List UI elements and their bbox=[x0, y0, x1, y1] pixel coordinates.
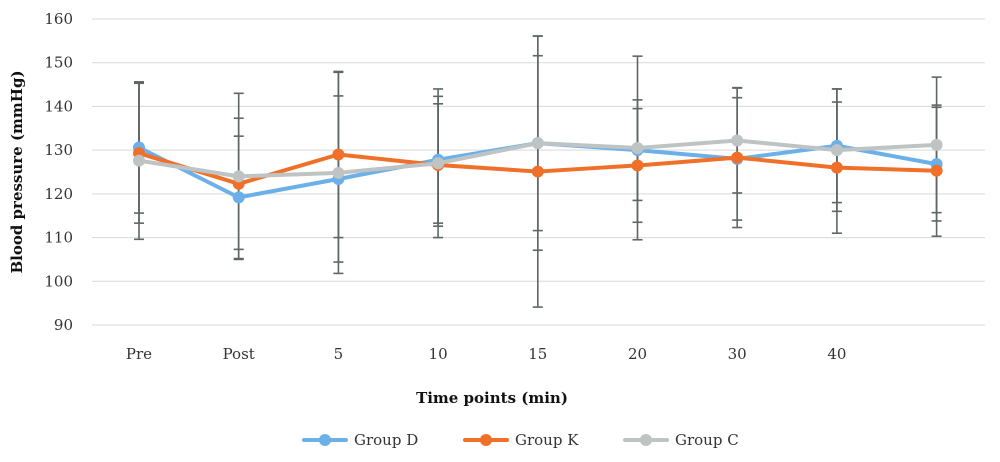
series-lines bbox=[133, 134, 943, 204]
y-tick-label: 140 bbox=[44, 97, 73, 115]
legend-item-group-k: Group K bbox=[463, 431, 579, 449]
x-tick-label: 40 bbox=[827, 345, 846, 363]
y-tick-label: 100 bbox=[44, 272, 73, 290]
data-point-group-c bbox=[432, 157, 445, 170]
y-tick-label: 110 bbox=[44, 229, 73, 247]
legend-marker bbox=[640, 434, 652, 446]
x-tick-labels: Pre Post 5 10 15 20 30 40 bbox=[126, 345, 847, 363]
y-tick-labels: 90 100 110 120 130 140 150 160 bbox=[44, 10, 73, 334]
data-point-group-k bbox=[332, 148, 345, 161]
legend-label: Group D bbox=[354, 431, 418, 449]
data-point-group-c bbox=[133, 154, 145, 167]
legend-label: Group C bbox=[675, 431, 739, 449]
data-point-group-k bbox=[731, 151, 744, 164]
x-axis-title: Time points (min) bbox=[416, 389, 568, 407]
x-tick-label: 5 bbox=[334, 345, 344, 363]
data-point-group-k bbox=[830, 161, 843, 174]
legend-item-group-d: Group D bbox=[302, 431, 418, 449]
data-point-group-c bbox=[830, 144, 843, 157]
legend: Group D Group K Group C bbox=[302, 431, 739, 449]
x-tick-label: 15 bbox=[528, 345, 547, 363]
y-tick-label: 160 bbox=[44, 10, 73, 28]
x-tick-label: Post bbox=[223, 345, 255, 363]
data-point-group-c bbox=[332, 166, 345, 179]
y-axis-title: Blood pressure (mmHg) bbox=[8, 70, 26, 273]
data-point-group-k bbox=[631, 159, 644, 172]
data-point-group-c bbox=[731, 134, 744, 147]
legend-marker bbox=[480, 434, 492, 446]
data-point-group-c bbox=[930, 138, 943, 151]
y-tick-label: 150 bbox=[44, 54, 73, 72]
x-tick-label: 10 bbox=[429, 345, 448, 363]
legend-marker bbox=[319, 434, 331, 446]
legend-item-group-c: Group C bbox=[623, 431, 739, 449]
y-tick-label: 130 bbox=[44, 141, 73, 159]
x-tick-label: Pre bbox=[126, 345, 152, 363]
x-tick-label: 20 bbox=[628, 345, 647, 363]
data-point-group-c bbox=[531, 137, 544, 150]
data-point-group-k bbox=[531, 165, 544, 178]
y-tick-label: 90 bbox=[54, 316, 73, 334]
y-tick-label: 120 bbox=[44, 185, 73, 203]
data-point-group-d bbox=[232, 191, 245, 204]
data-point-group-c bbox=[232, 170, 245, 183]
data-point-group-k bbox=[930, 164, 943, 177]
x-tick-label: 30 bbox=[728, 345, 747, 363]
legend-label: Group K bbox=[515, 431, 579, 449]
data-point-group-c bbox=[631, 141, 644, 154]
